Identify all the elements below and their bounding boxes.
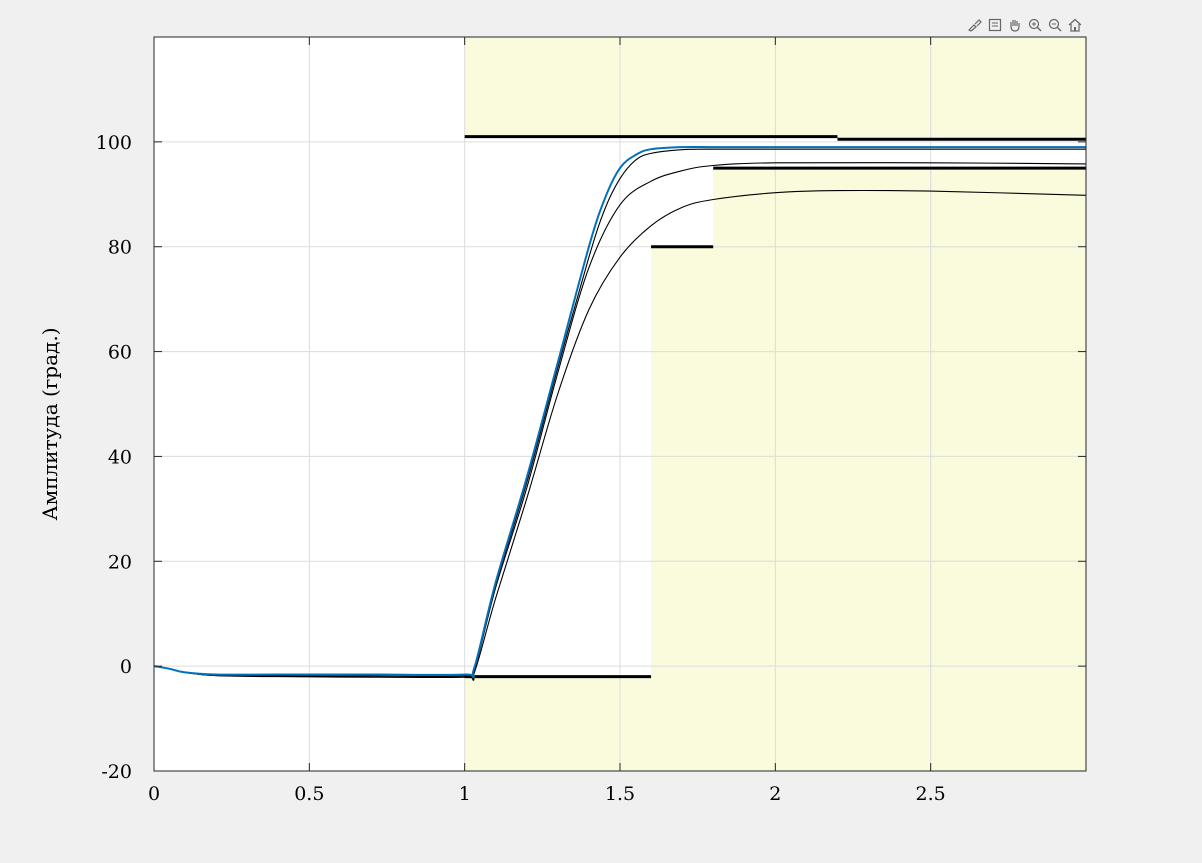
zoom-in-icon[interactable] [1026, 16, 1044, 34]
x-tick-label-1: 0.5 [294, 783, 324, 805]
y-axis-label: Амплитуда (град.) [38, 328, 62, 521]
x-tick-label-0: 0 [148, 783, 160, 805]
y-tick-label-1: 0 [120, 656, 132, 678]
grid-lines [154, 37, 1086, 771]
brush-icon[interactable] [966, 16, 984, 34]
axes-toolbar [966, 15, 1084, 35]
zoom-out-icon[interactable] [1046, 16, 1064, 34]
x-tick-label-2: 1 [459, 783, 471, 805]
x-tick-label-3: 1.5 [605, 783, 635, 805]
bound-lines [464, 135, 1086, 679]
lower-bound-region-0 [464, 676, 652, 771]
y-tick-label-4: 60 [108, 342, 132, 364]
home-icon[interactable] [1066, 16, 1084, 34]
series-layer [153, 145, 1087, 681]
upper-bound-region-0 [464, 37, 838, 137]
y-tick-label-2: 20 [108, 551, 132, 573]
y-tick-label-5: 80 [108, 237, 132, 259]
pan-icon[interactable] [1006, 16, 1024, 34]
y-tick-label-3: 40 [108, 446, 132, 468]
x-tick-label-4: 2 [769, 783, 781, 805]
y-tick-labels: -20 0 20 40 60 80 100 [96, 132, 132, 783]
y-tick-label-6: 100 [96, 132, 132, 154]
x-tick-labels: 0 0.5 1 1.5 2 2.5 [148, 783, 946, 805]
lower-bound-region-2 [713, 168, 1086, 772]
series-line-2 [153, 162, 1087, 680]
upper-bound-region-1 [837, 37, 1086, 140]
y-tick-label-0: -20 [101, 761, 132, 783]
lower-bound-region-1 [651, 246, 714, 771]
x-tick-label-5: 2.5 [916, 783, 946, 805]
series-line-0 [153, 145, 1086, 679]
tick-marks [153, 37, 1086, 772]
legend-icon[interactable] [986, 16, 1004, 34]
